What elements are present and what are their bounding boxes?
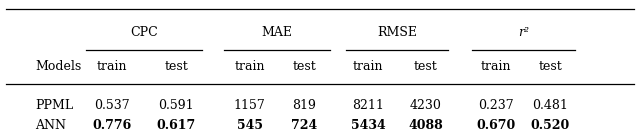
Text: 4088: 4088: [408, 119, 443, 132]
Text: 0.537: 0.537: [94, 99, 130, 112]
Text: train: train: [97, 60, 127, 72]
Text: test: test: [164, 60, 188, 72]
Text: RMSE: RMSE: [377, 27, 417, 39]
Text: CPC: CPC: [130, 27, 158, 39]
Text: train: train: [481, 60, 511, 72]
Text: test: test: [413, 60, 438, 72]
Text: train: train: [234, 60, 265, 72]
Text: test: test: [292, 60, 316, 72]
Text: 4230: 4230: [410, 99, 442, 112]
Text: 0.776: 0.776: [92, 119, 132, 132]
Text: PPML: PPML: [35, 99, 74, 112]
Text: train: train: [353, 60, 383, 72]
Text: 724: 724: [291, 119, 317, 132]
Text: r²: r²: [518, 27, 529, 39]
Text: 1157: 1157: [234, 99, 266, 112]
Text: MAE: MAE: [261, 27, 292, 39]
Text: 545: 545: [237, 119, 262, 132]
Text: Models: Models: [35, 60, 81, 72]
Text: 0.617: 0.617: [156, 119, 196, 132]
Text: 0.237: 0.237: [478, 99, 514, 112]
Text: 0.481: 0.481: [532, 99, 568, 112]
Text: 0.591: 0.591: [158, 99, 194, 112]
Text: 0.520: 0.520: [531, 119, 570, 132]
Text: ANN: ANN: [35, 119, 66, 132]
Text: test: test: [538, 60, 563, 72]
Text: 8211: 8211: [352, 99, 384, 112]
Text: 5434: 5434: [351, 119, 385, 132]
Text: 819: 819: [292, 99, 316, 112]
Text: 0.670: 0.670: [476, 119, 516, 132]
